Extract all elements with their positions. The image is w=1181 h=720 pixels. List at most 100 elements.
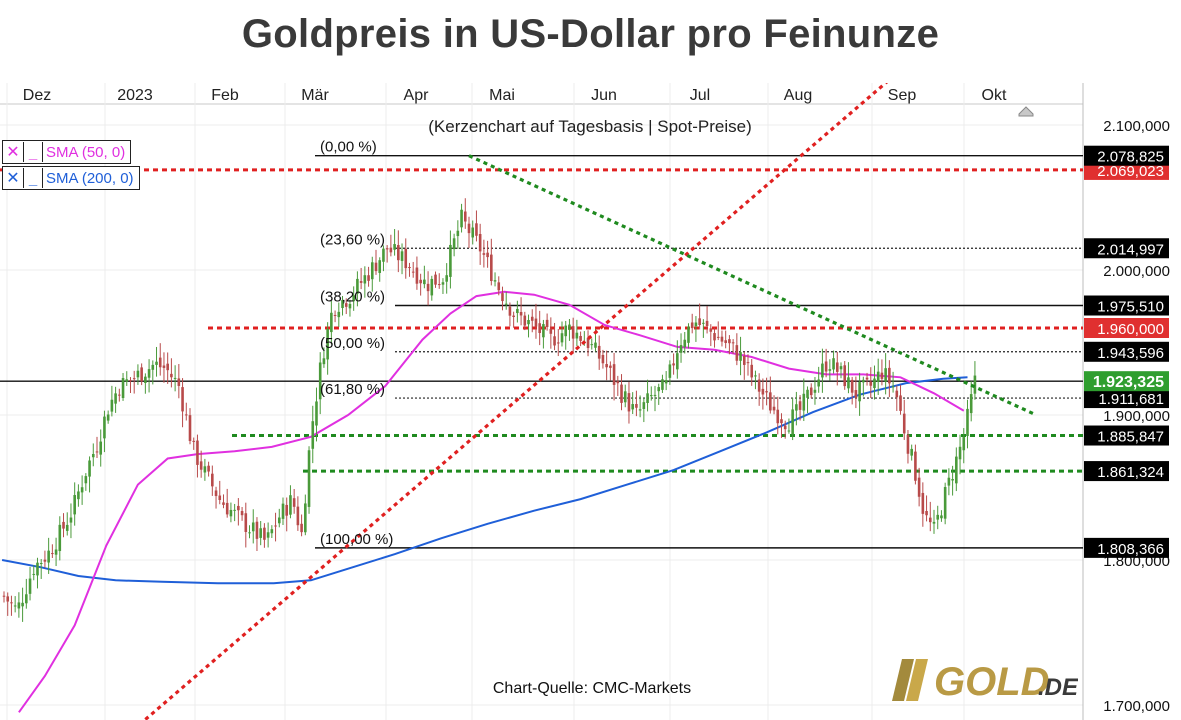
candle-body bbox=[876, 371, 880, 382]
candle-body bbox=[233, 509, 236, 511]
price-tag: 2.078,825 bbox=[1097, 149, 1164, 166]
candle bbox=[854, 376, 858, 409]
candle-body bbox=[211, 473, 214, 487]
candle-body bbox=[579, 335, 582, 341]
candle-body bbox=[932, 521, 936, 524]
legend-item[interactable]: ✕ _ SMA (200, 0) bbox=[2, 166, 140, 190]
candle bbox=[523, 311, 527, 331]
candle bbox=[106, 410, 110, 424]
candle bbox=[99, 429, 103, 467]
month-label: 2023 bbox=[117, 87, 153, 104]
month-label: Okt bbox=[982, 87, 1007, 104]
candle-body bbox=[702, 322, 705, 324]
scroll-up-icon[interactable] bbox=[1018, 106, 1034, 117]
candle-body bbox=[65, 524, 69, 531]
candle-body bbox=[333, 314, 337, 316]
candle-body bbox=[225, 502, 229, 515]
candle bbox=[873, 365, 876, 400]
candle-body bbox=[769, 392, 772, 411]
candle bbox=[144, 373, 147, 394]
candle bbox=[322, 347, 326, 368]
month-label: Jun bbox=[591, 87, 617, 104]
candle-body bbox=[132, 378, 136, 380]
candle-body bbox=[28, 578, 32, 594]
candle-body bbox=[809, 387, 813, 396]
candle-body bbox=[928, 517, 932, 523]
candle bbox=[869, 367, 873, 398]
candle bbox=[207, 461, 210, 477]
price-tag: 1.943,596 bbox=[1097, 345, 1164, 362]
candle bbox=[77, 484, 80, 507]
candle-body bbox=[255, 521, 259, 539]
candle bbox=[28, 566, 32, 601]
candle-body bbox=[370, 262, 374, 280]
candle-body bbox=[739, 352, 742, 361]
candle bbox=[698, 303, 701, 330]
candle-body bbox=[627, 393, 631, 412]
fib-label: (61,80 %) bbox=[320, 381, 385, 398]
candle bbox=[780, 413, 783, 438]
candle bbox=[158, 343, 162, 376]
candle bbox=[80, 475, 84, 505]
candle bbox=[229, 502, 233, 523]
candle-body bbox=[437, 284, 441, 286]
price-tag: 1.975,510 bbox=[1097, 299, 1164, 316]
candle bbox=[891, 371, 895, 393]
candle bbox=[188, 408, 192, 445]
remove-indicator-icon[interactable]: ✕ bbox=[3, 142, 24, 162]
candle-body bbox=[337, 311, 341, 318]
price-tag-bg bbox=[1084, 537, 1169, 558]
candle-body bbox=[672, 363, 675, 366]
candle bbox=[434, 271, 437, 288]
candle bbox=[568, 319, 571, 341]
candle-body bbox=[114, 393, 117, 404]
line-style-icon[interactable]: _ bbox=[24, 168, 43, 188]
candle-body bbox=[899, 395, 902, 411]
candle bbox=[244, 502, 248, 548]
candle bbox=[850, 376, 854, 405]
candle-body bbox=[490, 254, 493, 282]
candle-body bbox=[456, 230, 460, 237]
candle bbox=[478, 223, 482, 265]
price-tag: 2.069,023 bbox=[1097, 163, 1164, 180]
candle-body bbox=[13, 605, 17, 607]
candle-body bbox=[661, 379, 664, 390]
candle bbox=[404, 238, 408, 279]
candle bbox=[382, 245, 385, 272]
remove-indicator-icon[interactable]: ✕ bbox=[3, 168, 24, 188]
candle-body bbox=[151, 364, 155, 370]
candle-body bbox=[649, 395, 653, 397]
candle-body bbox=[765, 391, 768, 393]
candle-body bbox=[43, 559, 47, 562]
candle-body bbox=[84, 476, 88, 484]
candle-body bbox=[110, 399, 114, 412]
candle-body bbox=[553, 336, 556, 346]
candle bbox=[668, 360, 672, 385]
candle-body bbox=[460, 209, 463, 228]
candle bbox=[906, 429, 910, 464]
line-style-icon[interactable]: _ bbox=[24, 142, 43, 162]
legend-item[interactable]: ✕ _ SMA (50, 0) bbox=[2, 140, 132, 164]
candle bbox=[437, 273, 441, 289]
candle bbox=[430, 275, 434, 301]
month-label: Sep bbox=[888, 87, 917, 104]
candle-body bbox=[32, 573, 36, 575]
candle bbox=[73, 482, 76, 526]
candle bbox=[791, 397, 794, 441]
candle-body bbox=[958, 446, 962, 460]
candle bbox=[534, 303, 538, 339]
candle bbox=[173, 365, 177, 392]
candle bbox=[460, 203, 463, 233]
price-tag: 1.885,847 bbox=[1097, 429, 1164, 446]
candle-body bbox=[504, 303, 508, 305]
candle bbox=[151, 360, 155, 385]
candle-body bbox=[188, 415, 192, 442]
y-tick-label: 2.100,000 bbox=[1103, 118, 1170, 135]
candle bbox=[363, 266, 367, 298]
candle bbox=[62, 513, 65, 538]
sma50-line bbox=[18, 290, 965, 713]
legend-label: SMA (200, 0) bbox=[46, 169, 134, 187]
candle-body bbox=[441, 282, 445, 285]
candle-body bbox=[136, 370, 140, 378]
candle-body bbox=[902, 413, 906, 434]
